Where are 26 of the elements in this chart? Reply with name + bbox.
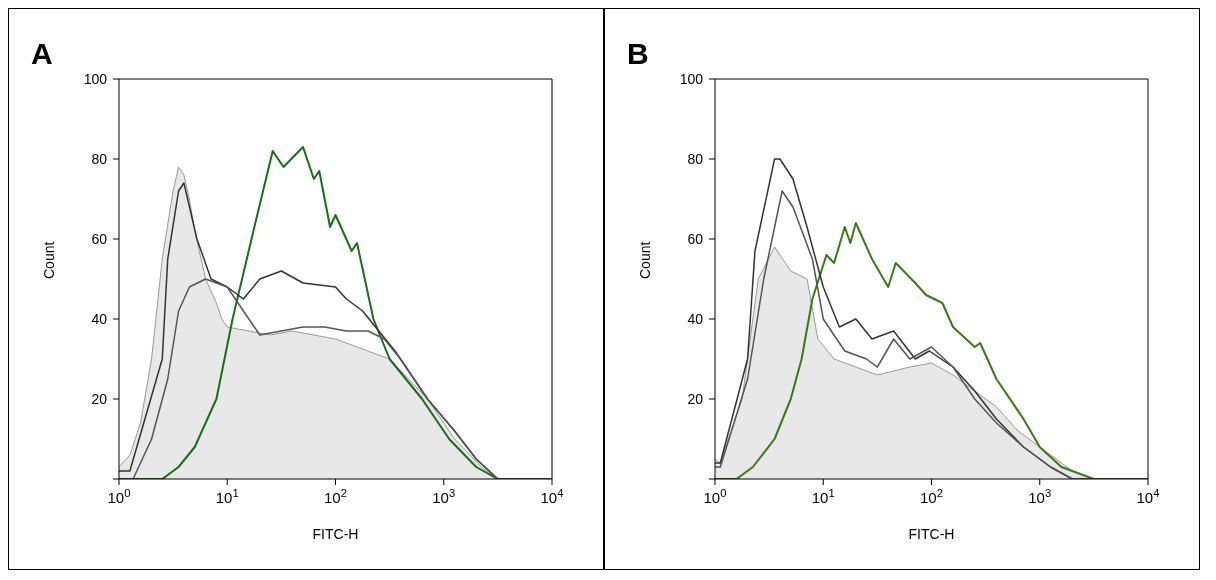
x-tick-label: 10$^{2}$: [920, 487, 943, 506]
y-tick-label: 40: [687, 311, 704, 327]
x-tick-label: 10$^{1}$: [811, 487, 835, 506]
y-tick-label: 80: [687, 151, 704, 167]
y-tick-label: 40: [91, 311, 108, 327]
x-tick-label: 10$^{4}$: [540, 487, 564, 506]
x-tick-label: 10$^{1}$: [215, 487, 239, 506]
x-tick-label: 10$^{2}$: [324, 487, 347, 506]
y-tick-label: 20: [91, 391, 108, 407]
y-tick-label: 80: [91, 151, 108, 167]
y-tick-label: 100: [679, 71, 704, 87]
x-axis-title: FITC-H: [908, 526, 955, 542]
x-tick-label: 10$^{4}$: [1136, 487, 1160, 506]
x-tick-label: 10$^{0}$: [107, 487, 131, 506]
x-tick-label: 10$^{0}$: [703, 487, 727, 506]
x-tick-label: 10$^{3}$: [432, 487, 456, 506]
y-tick-label: 60: [91, 231, 108, 247]
chart-title: A: [31, 37, 53, 71]
x-tick-label: 10$^{3}$: [1028, 487, 1052, 506]
y-axis-title: Count: [636, 241, 653, 279]
y-tick-label: 20: [687, 391, 704, 407]
y-tick-label: 60: [687, 231, 704, 247]
chart-title: B: [627, 37, 649, 71]
x-axis-title: FITC-H: [312, 526, 359, 542]
y-tick-label: 100: [83, 71, 108, 87]
y-axis-title: Count: [40, 241, 57, 279]
